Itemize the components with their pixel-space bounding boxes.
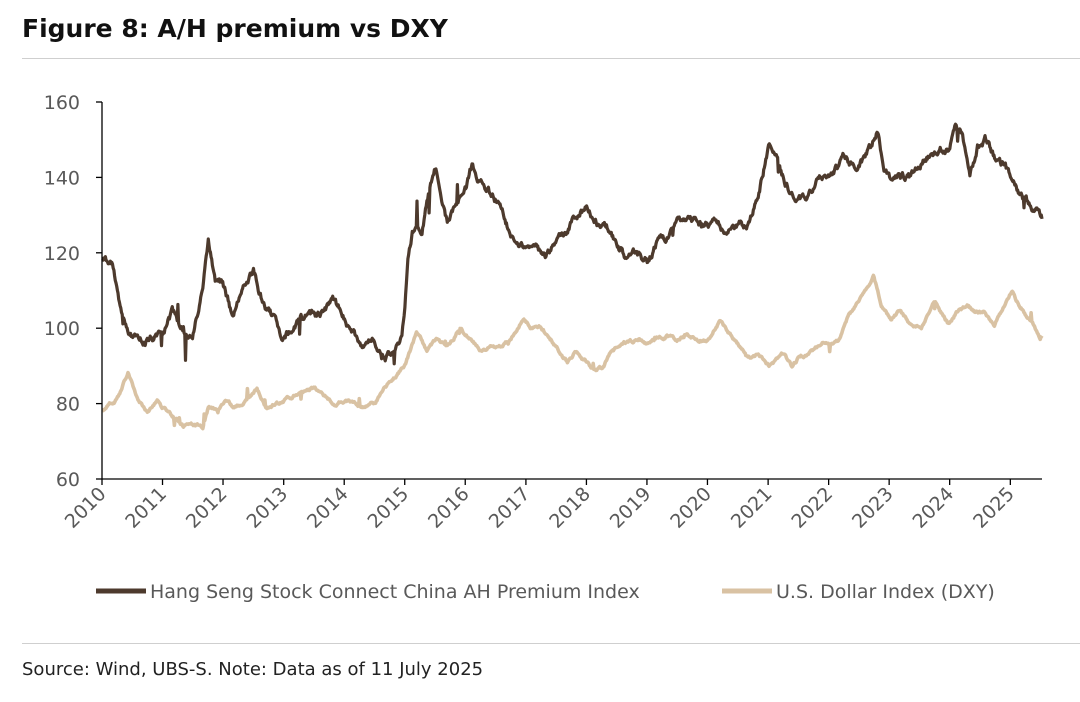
legend-label-ah-premium: Hang Seng Stock Connect China AH Premium… [150,581,640,603]
series-line-ah-premium [101,122,1044,366]
figure-title: Figure 8: A/H premium vs DXY [22,14,448,43]
x-tick-label: 2012 [182,483,232,533]
x-tick-label: 2024 [908,483,958,533]
x-tick-label: 2014 [303,483,353,533]
title-divider [22,58,1080,59]
x-tick-label: 2013 [242,483,292,533]
y-tick-label: 80 [56,394,80,416]
y-tick-label: 100 [44,318,80,340]
series-line-dxy [101,273,1044,431]
x-tick-label: 2018 [545,483,595,533]
x-tick-label: 2016 [424,483,474,533]
source-note: Source: Wind, UBS-S. Note: Data as of 11… [22,659,484,680]
x-tick-label: 2011 [121,483,171,533]
plot-lines [101,122,1044,431]
legend-label-dxy: U.S. Dollar Index (DXY) [776,581,995,603]
y-tick-label: 140 [44,167,80,189]
y-tick-label: 60 [56,469,80,491]
y-tick-label: 160 [44,92,80,114]
x-tick-label: 2019 [606,483,656,533]
x-tick-label: 2020 [666,483,716,533]
x-tick-label: 2021 [727,483,777,533]
chart-legend: Hang Seng Stock Connect China AH Premium… [96,581,995,603]
y-tick-label: 120 [44,243,80,265]
footnote-divider [22,643,1080,644]
x-tick-label: 2017 [485,483,535,533]
x-tick-label: 2023 [848,483,898,533]
x-tick-label: 2022 [787,483,837,533]
x-tick-label: 2015 [364,483,414,533]
x-tick-label: 2025 [969,483,1019,533]
